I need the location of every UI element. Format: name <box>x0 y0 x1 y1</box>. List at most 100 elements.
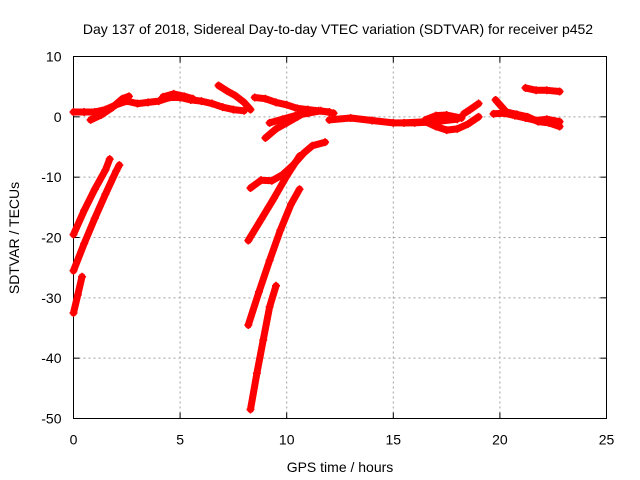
data-point <box>276 226 285 235</box>
data-point <box>229 105 238 114</box>
data-point <box>265 256 274 265</box>
data-point <box>261 133 270 142</box>
data-point <box>107 103 116 112</box>
data-point <box>295 185 304 194</box>
data-point <box>459 109 468 118</box>
data-point <box>254 287 263 296</box>
data-point <box>208 99 217 108</box>
data-point <box>69 108 78 117</box>
series-arc-16-18h <box>421 111 465 124</box>
data-point <box>329 109 338 118</box>
data-point <box>272 281 281 290</box>
data-point <box>218 103 227 112</box>
data-point <box>214 81 223 90</box>
data-point <box>257 176 266 185</box>
data-point <box>118 94 127 103</box>
data-point <box>90 214 99 223</box>
data-point <box>101 165 110 174</box>
y-tick-label: -20 <box>41 230 61 246</box>
data-point <box>250 93 259 102</box>
data-point <box>197 97 206 106</box>
data-point <box>489 109 498 118</box>
data-point <box>112 167 121 176</box>
y-tick-label: -40 <box>41 350 61 366</box>
data-point <box>286 200 295 209</box>
y-tick-label: -10 <box>41 169 61 185</box>
data-point <box>246 405 255 414</box>
data-point <box>252 369 261 378</box>
series-arc-top-right <box>522 84 564 95</box>
data-point <box>521 114 530 123</box>
series-group <box>69 81 564 414</box>
data-point <box>442 111 451 120</box>
data-point <box>466 105 475 114</box>
data-point <box>542 115 551 124</box>
data-point <box>293 112 302 121</box>
x-axis-title: GPS time / hours <box>287 459 394 475</box>
data-point <box>431 111 440 120</box>
x-tick-label: 5 <box>176 432 184 448</box>
data-point <box>367 116 376 125</box>
data-point <box>90 185 99 194</box>
data-point <box>308 141 317 150</box>
data-point <box>69 266 78 275</box>
y-tick-label: 10 <box>46 49 62 65</box>
chart-title: Day 137 of 2018, Sidereal Day-to-day VTE… <box>83 21 593 37</box>
data-point <box>421 115 430 124</box>
data-point <box>159 92 168 101</box>
data-point <box>510 111 519 120</box>
data-point <box>453 124 462 133</box>
data-point <box>474 99 483 108</box>
data-point <box>244 236 253 245</box>
data-point <box>282 118 291 127</box>
data-point <box>97 111 106 120</box>
x-tick-label: 25 <box>599 432 615 448</box>
data-point <box>101 190 110 199</box>
data-point <box>265 118 274 127</box>
data-point <box>246 184 255 193</box>
data-point <box>269 194 278 203</box>
x-tick-label: 15 <box>386 432 402 448</box>
data-point <box>293 104 302 113</box>
data-point <box>154 97 163 106</box>
data-point <box>316 106 325 115</box>
data-point <box>257 215 266 224</box>
series-arc-8-10h-steep <box>244 185 303 329</box>
data-point <box>80 108 89 117</box>
data-point <box>240 106 249 115</box>
data-point <box>532 86 541 95</box>
data-point <box>442 126 451 135</box>
x-tick-label: 0 <box>70 432 78 448</box>
data-point <box>105 155 114 164</box>
y-axis-title: SDTVAR / TECUs <box>6 182 22 294</box>
data-point <box>240 98 249 107</box>
data-point <box>491 95 500 104</box>
data-point <box>86 115 95 124</box>
data-point <box>265 302 274 311</box>
data-point <box>180 92 189 101</box>
data-point <box>521 83 530 92</box>
data-point <box>389 118 398 127</box>
series-arc-18-19h <box>460 100 483 118</box>
data-point <box>244 320 253 329</box>
data-point <box>78 272 87 281</box>
data-point <box>144 98 153 107</box>
data-point <box>69 230 78 239</box>
data-point <box>282 171 291 180</box>
data-point <box>231 91 240 100</box>
data-point <box>532 116 541 125</box>
data-point <box>474 112 483 121</box>
data-point <box>295 152 304 161</box>
data-point <box>259 336 268 345</box>
data-point <box>124 92 133 101</box>
data-point <box>69 308 78 317</box>
data-point <box>555 87 564 96</box>
x-tick-label: 10 <box>279 432 295 448</box>
data-point <box>188 94 197 103</box>
data-point <box>169 89 178 98</box>
data-point <box>73 290 82 299</box>
data-point <box>133 99 142 108</box>
data-point <box>399 118 408 127</box>
data-point <box>304 106 313 115</box>
